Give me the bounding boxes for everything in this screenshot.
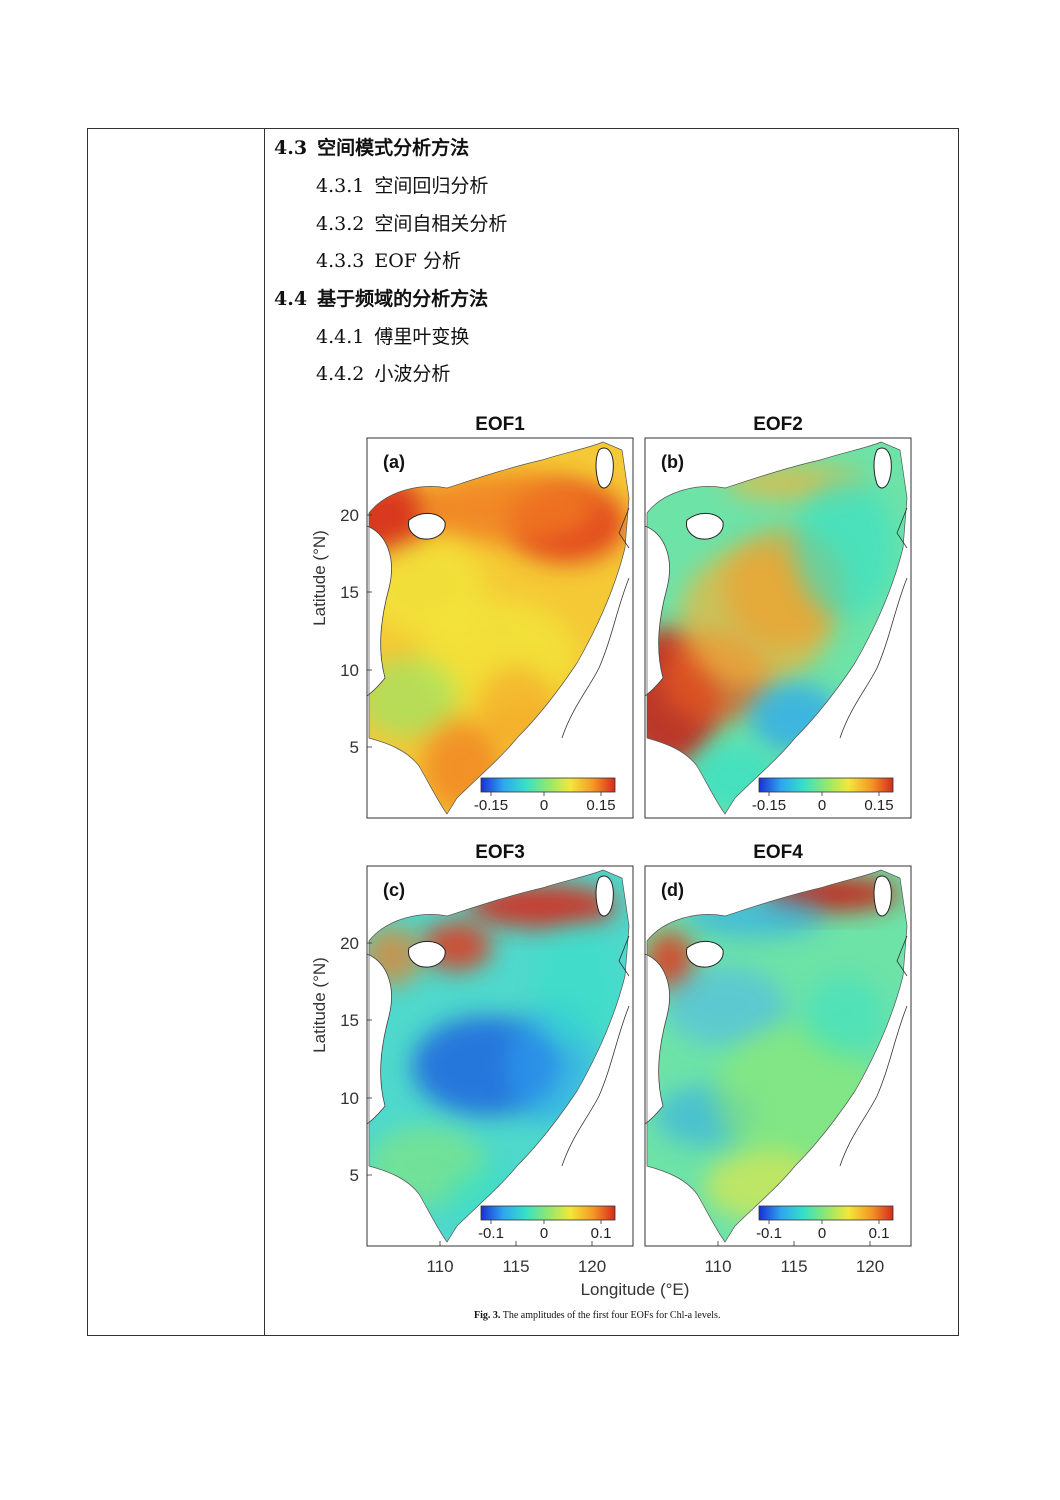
x-tick-label: 110 xyxy=(704,1257,731,1276)
eastern-coast xyxy=(839,935,908,1167)
panel-frame xyxy=(644,437,912,819)
indochina-land xyxy=(644,525,670,697)
indochina-land xyxy=(644,953,670,1125)
panel-title: EOF3 xyxy=(475,842,525,863)
map-panel-4: EOF4 (d) -0.1 0 0.1 110 115 120 xyxy=(644,842,912,1276)
y-tick-label: 15 xyxy=(340,583,359,602)
map-panel-1: EOF1 (a) -0.15 0 0.15 20 15 10 5 xyxy=(340,414,634,819)
x-tick-label: 115 xyxy=(502,1257,529,1276)
colorbar-tick-label: 0.1 xyxy=(869,1225,890,1242)
field-anomaly xyxy=(369,478,432,558)
panel-frame xyxy=(644,865,912,1247)
hainan-island xyxy=(408,513,446,540)
subsection-4-4-2: 4.4.2 小波分析 xyxy=(316,363,451,385)
colorbar-tick-label: -0.1 xyxy=(756,1225,782,1242)
colorbar-tick-label: 0.15 xyxy=(586,797,615,814)
table-column-divider xyxy=(264,128,265,1336)
panel-frame xyxy=(366,865,634,1247)
colorbar xyxy=(480,777,616,793)
hainan-island xyxy=(686,513,724,540)
panel-tag: (d) xyxy=(661,880,684,900)
taiwan-island xyxy=(873,875,892,917)
coastline xyxy=(368,441,630,815)
panel-tag: (a) xyxy=(383,452,405,472)
eastern-coast xyxy=(561,507,630,739)
section-heading-4-3: 4.3 空间模式分析方法 xyxy=(274,137,470,159)
colorbar-tick-label: -0.15 xyxy=(474,797,508,814)
x-tick-label: 120 xyxy=(856,1257,884,1276)
colorbar-tick-label: 0.1 xyxy=(591,1225,612,1242)
panel-title: EOF1 xyxy=(475,414,525,435)
coastline xyxy=(368,869,630,1243)
colorbar xyxy=(480,1205,616,1221)
y-tick-label: 5 xyxy=(350,1166,359,1185)
x-tick-label: 120 xyxy=(578,1257,606,1276)
panel-title: EOF2 xyxy=(753,414,803,435)
chl-a-field xyxy=(647,870,907,1242)
chl-a-field xyxy=(369,442,629,814)
field-anomaly xyxy=(417,473,597,543)
panel-tag: (c) xyxy=(383,880,405,900)
colorbar-tick-label: 0 xyxy=(818,1225,826,1242)
panel-frame xyxy=(366,437,634,819)
figure-caption: Fig. 3. The amplitudes of the first four… xyxy=(474,1310,721,1321)
subsection-4-3-1: 4.3.1 空间回归分析 xyxy=(316,175,489,197)
colorbar-tick-label: 0.15 xyxy=(864,797,893,814)
field-anomaly xyxy=(537,926,617,1046)
y-tick-label: 10 xyxy=(340,1089,359,1108)
field-anomaly xyxy=(805,976,885,1056)
y-tick-label: 20 xyxy=(340,934,359,953)
y-axis-label-top: Latitude (°N) xyxy=(310,530,329,626)
field-anomaly xyxy=(665,966,785,1046)
colorbar-tick-label: 0 xyxy=(540,1225,548,1242)
taiwan-island xyxy=(873,447,892,489)
coastline xyxy=(646,869,908,1243)
x-tick-label: 115 xyxy=(780,1257,807,1276)
panel-title: EOF4 xyxy=(753,842,803,863)
y-tick-label: 10 xyxy=(340,661,359,680)
section-heading-4-4: 4.4 基于频域的分析方法 xyxy=(274,288,489,310)
subsection-4-4-1: 4.4.1 傅里叶变换 xyxy=(316,326,470,348)
coastline xyxy=(646,441,908,815)
colorbar-tick-label: 0 xyxy=(818,797,826,814)
indochina-land xyxy=(366,525,392,697)
colorbar-tick-label: -0.1 xyxy=(478,1225,504,1242)
table-border xyxy=(87,128,959,1336)
map-panel-2: EOF2 (b) -0.15 0 0.15 xyxy=(644,414,912,819)
colorbar-tick-label: -0.15 xyxy=(752,797,786,814)
subsection-4-3-3: 4.3.3 EOF 分析 xyxy=(316,250,462,272)
eastern-coast xyxy=(561,935,630,1167)
x-axis-label: Longitude (°E) xyxy=(581,1280,690,1299)
hainan-island xyxy=(686,941,724,968)
chl-a-field xyxy=(369,870,629,1242)
indochina-land xyxy=(366,953,392,1125)
subsection-4-3-2: 4.3.2 空间自相关分析 xyxy=(316,213,508,235)
y-tick-label: 20 xyxy=(340,506,359,525)
colorbar xyxy=(758,777,894,793)
y-tick-label: 15 xyxy=(340,1011,359,1030)
colorbar xyxy=(758,1205,894,1221)
y-axis-label-bottom: Latitude (°N) xyxy=(310,957,329,1053)
taiwan-island xyxy=(595,447,614,489)
eastern-coast xyxy=(839,507,908,739)
y-tick-label: 5 xyxy=(350,738,359,757)
x-tick-label: 110 xyxy=(426,1257,453,1276)
field-anomaly xyxy=(795,478,895,618)
colorbar-tick-label: 0 xyxy=(540,797,548,814)
panel-tag: (b) xyxy=(661,452,684,472)
taiwan-island xyxy=(595,875,614,917)
hainan-island xyxy=(408,941,446,968)
